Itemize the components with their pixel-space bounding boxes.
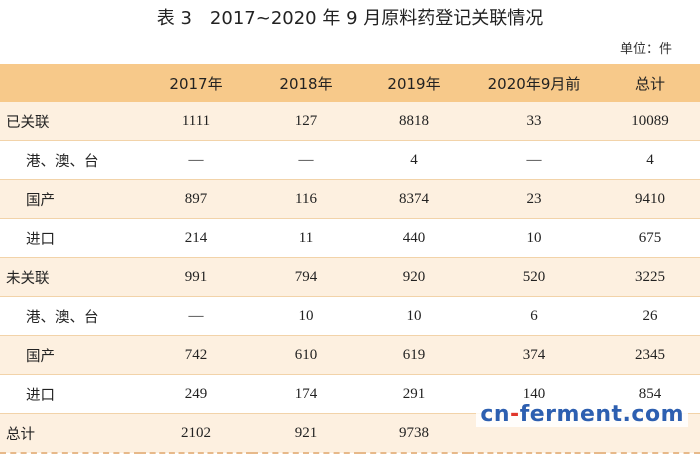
row-label: 国产 <box>0 335 140 375</box>
table-cell: 1111 <box>140 102 252 141</box>
table-cell: 675 <box>600 218 700 258</box>
header-cell-2020: 2020年9月前 <box>468 64 600 102</box>
table-cell: — <box>140 140 252 180</box>
table-cell: 10089 <box>600 102 700 141</box>
table-cell: 619 <box>360 335 468 375</box>
table-cell: 610 <box>252 335 360 375</box>
table-cell: 520 <box>468 257 600 297</box>
row-label: 港、澳、台 <box>0 296 140 336</box>
header-cell-blank <box>0 64 140 102</box>
table-cell: 9738 <box>360 413 468 454</box>
table-cell: 742 <box>140 335 252 375</box>
table-cell: 174 <box>252 374 360 414</box>
table-cell: 921 <box>252 413 360 454</box>
table-cell: — <box>252 140 360 180</box>
table-cell: 8374 <box>360 179 468 219</box>
table-row: 已关联 1111 127 8818 33 10089 <box>0 102 700 141</box>
table-cell: 291 <box>360 374 468 414</box>
row-label: 总计 <box>0 413 140 454</box>
table-cell: 10 <box>252 296 360 336</box>
watermark-dot: - <box>510 402 520 427</box>
header-cell-2018: 2018年 <box>252 64 360 102</box>
table-cell: 794 <box>252 257 360 297</box>
table-cell: 10 <box>468 218 600 258</box>
row-label: 进口 <box>0 218 140 258</box>
table-cell: 6 <box>468 296 600 336</box>
watermark-logo: cn-ferment.com <box>476 402 688 427</box>
table-cell: 23 <box>468 179 600 219</box>
header-cell-total: 总计 <box>600 64 700 102</box>
table-title: 表 3 2017~2020 年 9 月原料药登记关联情况 <box>156 8 544 29</box>
header-cell-2019: 2019年 <box>360 64 468 102</box>
table-row: 国产 897 116 8374 23 9410 <box>0 179 700 219</box>
table-cell: 10 <box>360 296 468 336</box>
row-label: 未关联 <box>0 257 140 297</box>
table-cell: 920 <box>360 257 468 297</box>
table-cell: 214 <box>140 218 252 258</box>
registration-table: 2017年 2018年 2019年 2020年9月前 总计 已关联 1111 127… <box>0 64 700 454</box>
header-cell-2017: 2017年 <box>140 64 252 102</box>
table-row: 港、澳、台 — —4—4 <box>0 140 700 180</box>
table-cell: 11 <box>252 218 360 258</box>
table-cell: 4 <box>600 140 700 180</box>
table-row: 未关联 991 794 920 520 3225 <box>0 257 700 297</box>
watermark-part2: ferment.com <box>519 402 684 427</box>
table-cell: 8818 <box>360 102 468 141</box>
table-cell: 2102 <box>140 413 252 454</box>
row-label: 国产 <box>0 179 140 219</box>
row-label: 已关联 <box>0 102 140 141</box>
table-cell: 3225 <box>600 257 700 297</box>
table-row: 国产 742 610 619 374 2345 <box>0 335 700 375</box>
table-cell: 116 <box>252 179 360 219</box>
header-row: 2017年 2018年 2019年 2020年9月前 总计 <box>0 64 700 102</box>
table-cell: 991 <box>140 257 252 297</box>
table-cell: 127 <box>252 102 360 141</box>
watermark-part1: cn <box>480 402 511 427</box>
table-cell: — <box>468 140 600 180</box>
unit-label: 单位：件 <box>619 42 672 57</box>
table-cell: 26 <box>600 296 700 336</box>
table-cell: 249 <box>140 374 252 414</box>
row-label: 进口 <box>0 374 140 414</box>
table-cell: — <box>140 296 252 336</box>
table-row: 港、澳、台 —10 10 6 26 <box>0 296 700 336</box>
table-row: 进口 214 11 440 10 675 <box>0 218 700 258</box>
table-cell: 33 <box>468 102 600 141</box>
table-cell: 897 <box>140 179 252 219</box>
table-cell: 374 <box>468 335 600 375</box>
row-label: 港、澳、台 <box>0 140 140 180</box>
table-cell: 440 <box>360 218 468 258</box>
table-cell: 2345 <box>600 335 700 375</box>
table-cell: 4 <box>360 140 468 180</box>
table-cell: 9410 <box>600 179 700 219</box>
